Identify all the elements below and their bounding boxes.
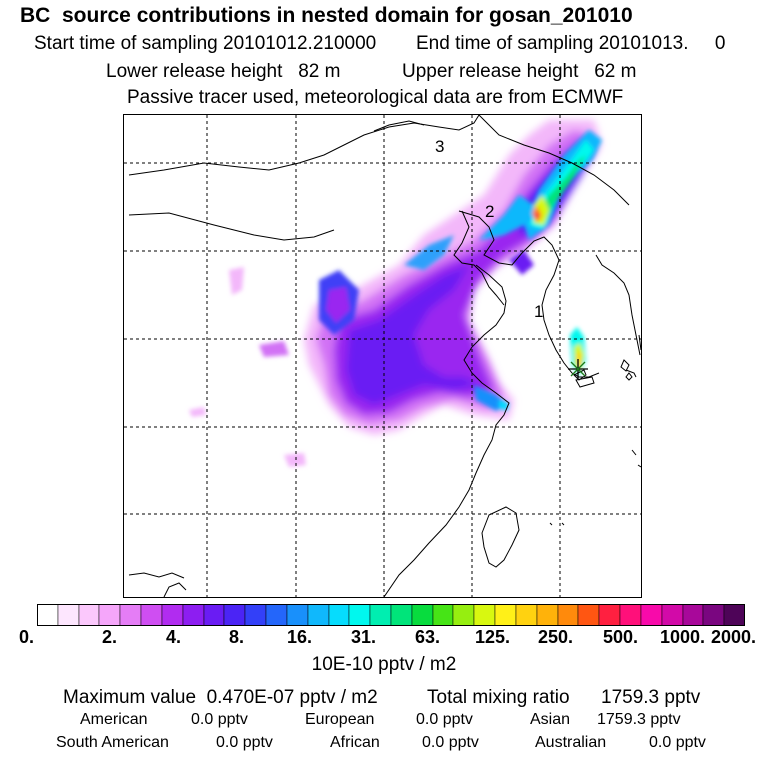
african-label: African <box>330 734 380 751</box>
map-canvas: 1 2 3 <box>124 115 641 597</box>
color-bar-cell <box>57 604 80 626</box>
graticule <box>124 115 641 597</box>
lower-release-label: Lower release height 82 m <box>106 61 341 82</box>
color-bar-cell <box>203 604 225 626</box>
colorbar-tick-63: 63. <box>415 627 441 647</box>
color-bar-cell <box>182 604 205 626</box>
color-bar-cell <box>286 604 309 626</box>
color-bar-cell <box>515 604 538 626</box>
african-value: 0.0 pptv <box>422 734 479 751</box>
plot-title: BC source contributions in nested domain… <box>20 4 633 27</box>
color-bar <box>37 604 745 626</box>
color-bar-cell <box>223 604 246 626</box>
color-bar-cell <box>619 604 642 626</box>
european-label: European <box>305 711 375 728</box>
total-mixing-value: 1759.3 pptv <box>601 687 701 708</box>
colorbar-tick-1000: 1000. <box>660 627 706 647</box>
start-time-label: Start time of sampling 20101012.210000 <box>34 33 377 54</box>
concentration-plume <box>189 120 602 467</box>
tracer-info-label: Passive tracer used, meteorological data… <box>127 87 624 108</box>
color-bar-cell <box>348 604 371 626</box>
colorbar-tick-16: 16. <box>287 627 313 647</box>
color-bar-cell <box>452 604 475 626</box>
color-bar-cell <box>37 604 59 626</box>
color-bar-cell <box>640 604 663 626</box>
australian-value: 0.0 pptv <box>649 734 706 751</box>
color-bar-cell <box>702 604 725 626</box>
receptor-marker <box>568 359 588 379</box>
color-bar-cell <box>161 604 184 626</box>
color-bar-cell <box>98 604 121 626</box>
color-bar-cell <box>598 604 621 626</box>
color-bar-frame <box>37 604 745 626</box>
color-bar-cell <box>473 604 496 626</box>
colorbar-tick-2000: 2000. <box>711 627 757 647</box>
color-bar-cell <box>265 604 288 626</box>
color-bar-cell <box>682 604 704 626</box>
end-time-label: End time of sampling 20101013. 0 <box>416 33 726 54</box>
australian-label: Australian <box>535 734 607 751</box>
region-label-1: 1 <box>534 302 543 321</box>
colorbar-tick-125: 125. <box>475 627 511 647</box>
color-bar-cell <box>723 604 745 626</box>
color-bar-cell <box>432 604 454 626</box>
american-label: American <box>80 711 148 728</box>
color-bar-cell <box>390 604 413 626</box>
coastlines <box>128 115 641 597</box>
color-bar-cell <box>140 604 163 626</box>
upper-release-label: Upper release height 62 m <box>402 61 637 82</box>
color-bar-cell <box>119 604 142 626</box>
colorbar-tick-0: 0. <box>19 627 35 647</box>
american-value: 0.0 pptv <box>191 711 248 728</box>
color-bar-cell <box>536 604 559 626</box>
colorbar-tick-500: 500. <box>603 627 639 647</box>
colorbar-unit-label: 10E-10 pptv / m2 <box>311 654 457 675</box>
asian-value: 1759.3 pptv <box>597 711 681 728</box>
map-panel: 1 2 3 <box>123 114 642 598</box>
color-bar-cell <box>307 604 330 626</box>
colorbar-tick-4: 4. <box>166 627 182 647</box>
colorbar-tick-250: 250. <box>538 627 574 647</box>
color-bar-cell <box>411 604 434 626</box>
south-american-label: South American <box>56 734 169 751</box>
color-bar-cell <box>661 604 684 626</box>
color-bar-cells <box>37 604 745 626</box>
maximum-value-label: Maximum value 0.470E-07 pptv / m2 <box>63 687 378 708</box>
region-label-2: 2 <box>485 202 494 221</box>
colorbar-tick-2: 2. <box>102 627 118 647</box>
color-bar-cell <box>494 604 517 626</box>
color-bar-cell <box>557 604 579 626</box>
color-bar-cell <box>369 604 392 626</box>
south-american-value: 0.0 pptv <box>216 734 273 751</box>
colorbar-tick-8: 8. <box>229 627 245 647</box>
color-bar-cell <box>78 604 100 626</box>
color-bar-cell <box>328 604 350 626</box>
color-bar-cell <box>244 604 267 626</box>
asian-label: Asian <box>530 711 571 728</box>
colorbar-tick-31: 31. <box>351 627 377 647</box>
region-label-3: 3 <box>435 137 444 156</box>
color-bar-cell <box>577 604 600 626</box>
european-value: 0.0 pptv <box>416 711 473 728</box>
total-mixing-label: Total mixing ratio <box>427 687 570 708</box>
